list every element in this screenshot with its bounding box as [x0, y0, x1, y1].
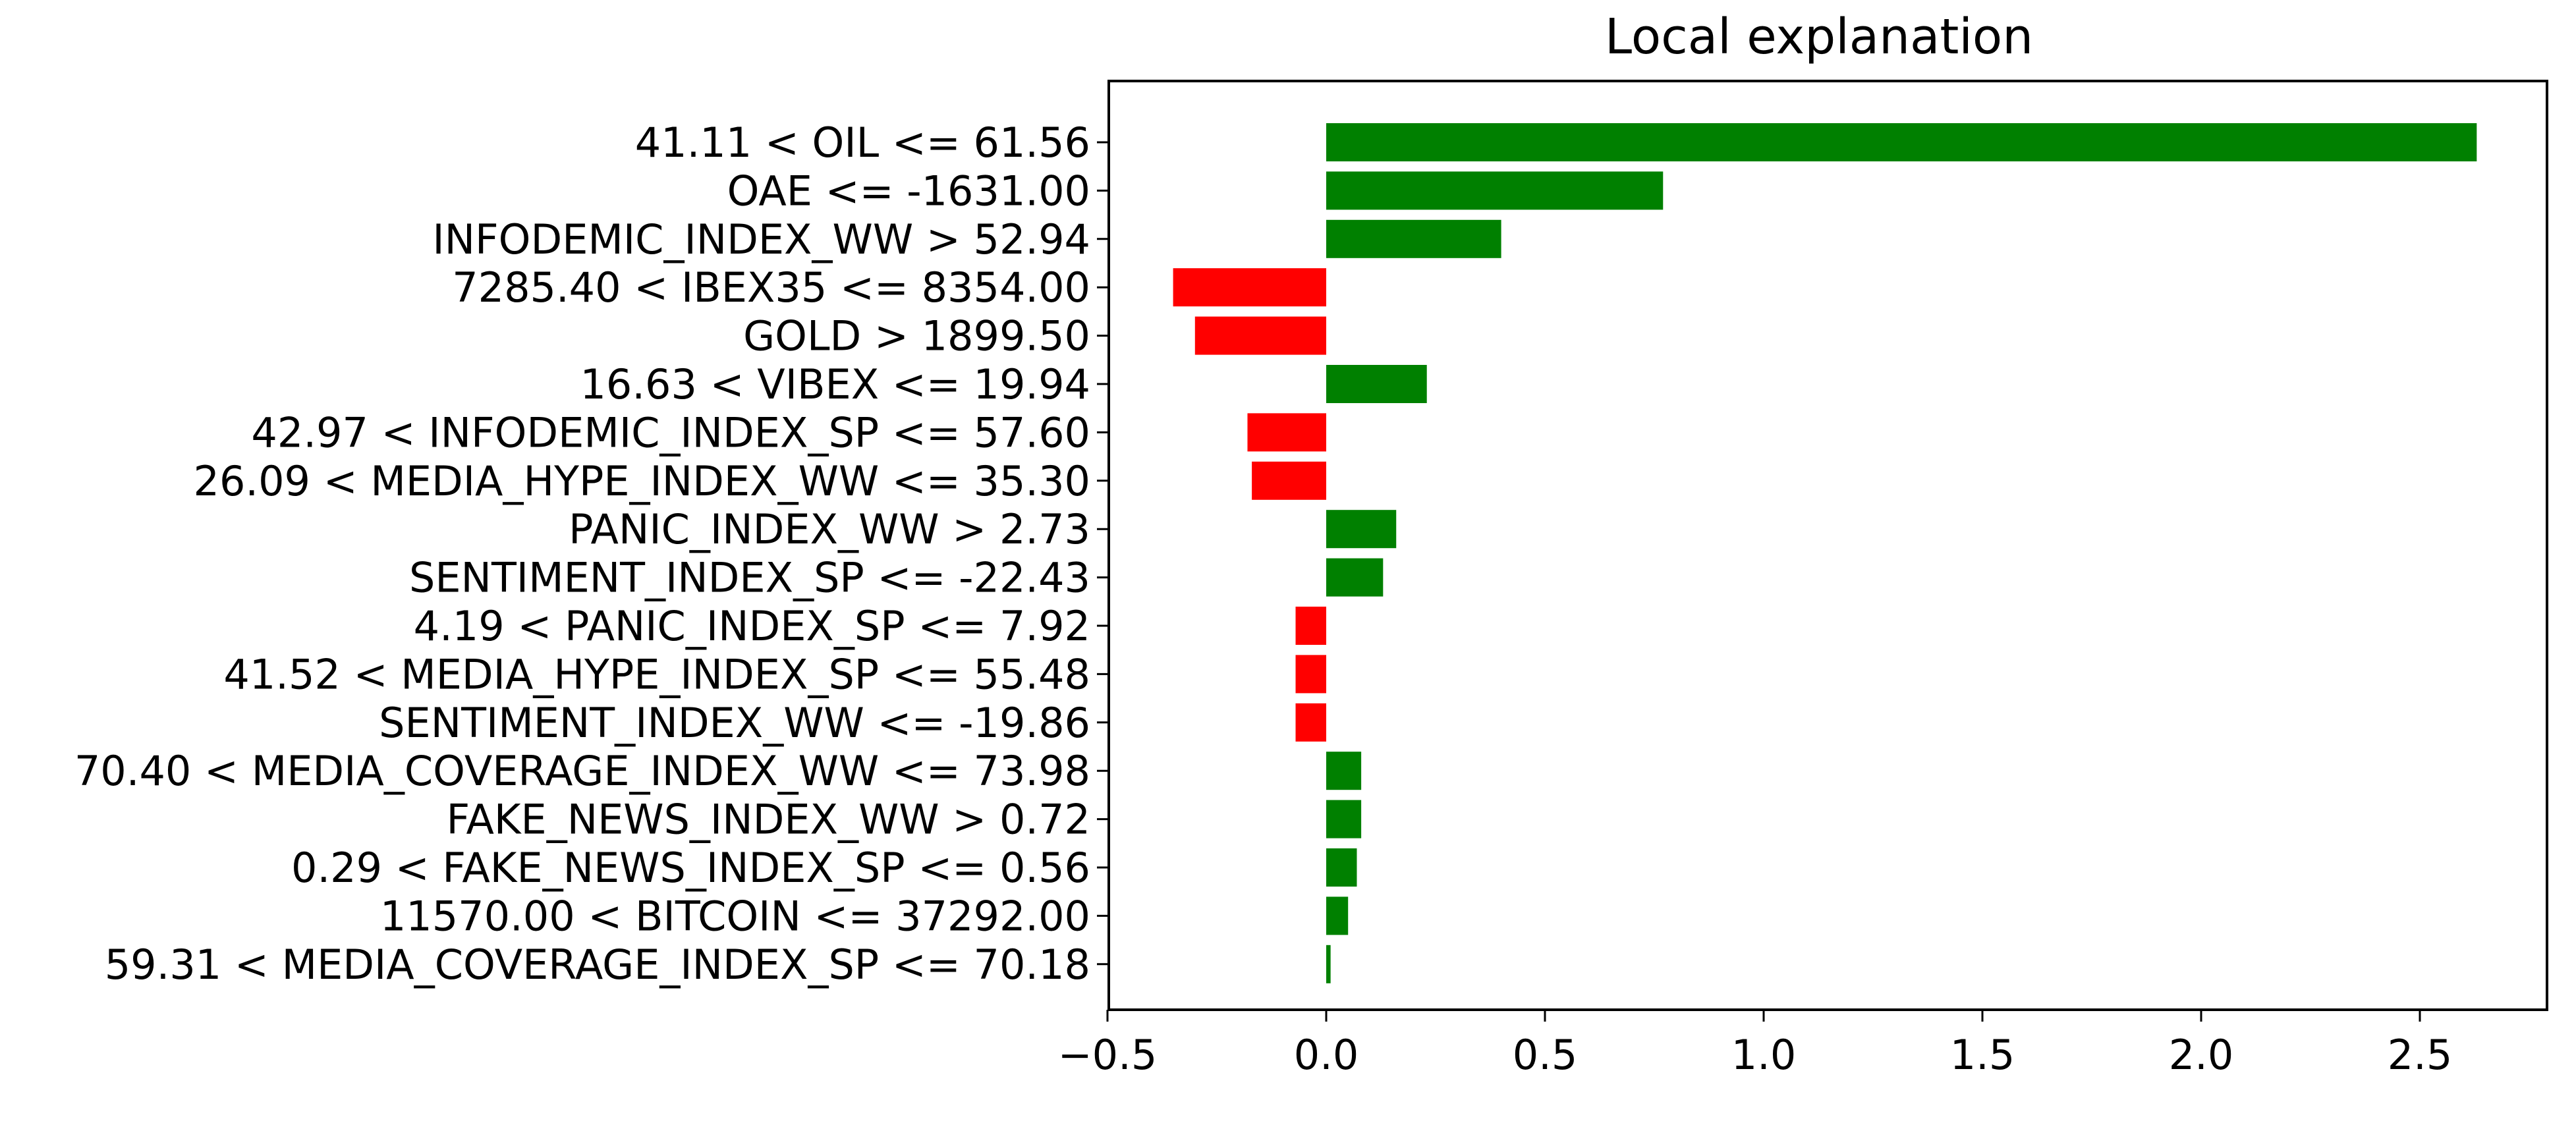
y-tick-label: 41.11 < OIL <= 61.56	[635, 119, 1090, 167]
x-tick-label: 0.0	[1294, 1031, 1359, 1079]
chart-title: Local explanation	[1605, 9, 2033, 65]
bar-9	[1326, 558, 1384, 597]
bar-0	[1326, 123, 2477, 161]
bar-13	[1326, 752, 1362, 790]
x-tick-label: 0.5	[1513, 1031, 1578, 1079]
bar-17	[1326, 945, 1331, 983]
y-tick-label: 11570.00 < BITCOIN <= 37292.00	[380, 892, 1090, 940]
bar-15	[1326, 848, 1357, 887]
bar-1	[1326, 171, 1664, 210]
plot-frame	[1107, 80, 2548, 1011]
bar-2	[1326, 219, 1501, 258]
bar-10	[1295, 607, 1326, 645]
bar-16	[1326, 896, 1349, 935]
y-tick-label: SENTIMENT_INDEX_SP <= -22.43	[409, 554, 1090, 602]
y-tick-label: 41.52 < MEDIA_HYPE_INDEX_SP <= 55.48	[223, 650, 1090, 698]
y-tick-label: 4.19 < PANIC_INDEX_SP <= 7.92	[414, 602, 1090, 650]
x-ticks: −0.5 0.0 0.5 1.0 1.5 2.0 2.5	[1058, 1010, 2453, 1079]
y-tick-label: 0.29 < FAKE_NEWS_INDEX_SP <= 0.56	[291, 844, 1090, 892]
bar-6	[1247, 413, 1326, 452]
bars-group	[1173, 123, 2477, 983]
y-tick-label: 42.97 < INFODEMIC_INDEX_SP <= 57.60	[251, 408, 1090, 456]
x-tick-label: 1.5	[1950, 1031, 2015, 1079]
x-tick-label: −0.5	[1058, 1031, 1158, 1079]
y-tick-label: 70.40 < MEDIA_COVERAGE_INDEX_WW <= 73.98	[74, 747, 1090, 795]
bar-3	[1173, 268, 1326, 307]
y-tick-label: SENTIMENT_INDEX_WW <= -19.86	[379, 699, 1090, 747]
bar-5	[1326, 365, 1427, 403]
bar-14	[1326, 800, 1362, 838]
x-tick-label: 2.5	[2388, 1031, 2453, 1079]
y-tick-label: 26.09 < MEDIA_HYPE_INDEX_WW <= 35.30	[194, 457, 1091, 505]
y-tick-label: INFODEMIC_INDEX_WW > 52.94	[432, 215, 1090, 263]
bar-8	[1326, 510, 1397, 549]
y-tick-label: FAKE_NEWS_INDEX_WW > 0.72	[447, 796, 1091, 844]
x-tick-label: 2.0	[2169, 1031, 2234, 1079]
x-tick-label: 1.0	[1731, 1031, 1797, 1079]
y-tick-label: GOLD > 1899.50	[743, 312, 1090, 360]
y-tick-label: OAE <= -1631.00	[727, 167, 1090, 215]
bar-11	[1295, 655, 1326, 694]
bar-7	[1252, 461, 1326, 500]
bar-12	[1295, 703, 1326, 742]
y-tick-label: 16.63 < VIBEX <= 19.94	[580, 360, 1090, 408]
y-tick-label: 59.31 < MEDIA_COVERAGE_INDEX_SP <= 70.18	[105, 941, 1090, 989]
y-tick-label: 7285.40 < IBEX35 <= 8354.00	[452, 263, 1090, 312]
y-tick-label: PANIC_INDEX_WW > 2.73	[569, 505, 1090, 553]
bar-4	[1194, 316, 1326, 355]
